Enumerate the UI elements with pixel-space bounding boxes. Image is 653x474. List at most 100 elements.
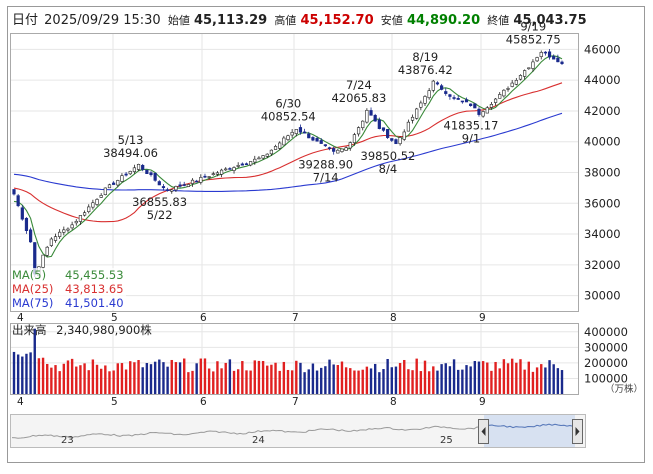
candle-body (219, 169, 224, 175)
volume-bar (469, 366, 472, 394)
volume-bar (515, 362, 518, 394)
month-label: 6 (200, 312, 207, 324)
candle-body (112, 182, 116, 185)
volume-bar (444, 363, 447, 394)
volume-bar (195, 363, 198, 394)
candle-body (45, 246, 49, 256)
navigator-selected-range[interactable] (484, 415, 575, 447)
close-label: 終値 (487, 13, 509, 27)
candle-body (249, 161, 253, 166)
volume-bar (270, 364, 273, 394)
volume-bar (394, 366, 398, 394)
candle-body (261, 155, 265, 159)
volume-bar (535, 367, 539, 394)
ma5-line (13, 55, 563, 258)
candle-body (41, 254, 45, 268)
candle-body (356, 127, 361, 135)
volume-bar (386, 358, 389, 394)
volume-bar (12, 351, 16, 394)
volume-bar (544, 367, 547, 394)
candle-body (361, 120, 365, 129)
navigator-selected-line (485, 423, 574, 429)
candle-body (70, 224, 74, 229)
volume-bar (548, 360, 551, 394)
volume-bar (153, 361, 157, 394)
candle-body (344, 147, 348, 151)
high-value: 45,152.70 (300, 13, 373, 28)
ma5-label: MA(5) (12, 268, 46, 282)
candle-body (215, 172, 220, 175)
volume-bar (303, 372, 306, 394)
candle-body (311, 137, 315, 141)
candle-body (440, 85, 444, 90)
candle-body (95, 199, 99, 205)
volume-bar (523, 369, 526, 394)
candle-body (232, 167, 236, 171)
ma25-label: MA(25) (12, 282, 53, 296)
month-label: 9 (479, 312, 486, 324)
candle-body (456, 98, 460, 100)
volume-bar (332, 364, 335, 394)
candle-body (16, 195, 20, 207)
price-axis: 30000 32000 34000 36000 38000 40000 42000 44000… (584, 42, 621, 302)
volume-bar (166, 366, 169, 394)
volume-month-label: 9 (479, 396, 486, 408)
volume-bar (187, 372, 190, 394)
volume-bar (299, 362, 302, 394)
candles-group (12, 48, 564, 278)
annotation-value: 38494.06 (103, 146, 158, 160)
range-navigator[interactable]: 23 24 25 (10, 414, 586, 448)
volume-bar (556, 368, 560, 394)
navigator-right-handle[interactable] (572, 419, 583, 444)
candle-body (99, 195, 103, 198)
candle-body (20, 207, 24, 220)
candle-body (498, 94, 502, 99)
candle-body (469, 103, 473, 107)
ma25-line-group (13, 82, 563, 223)
volume-bar (552, 364, 555, 394)
volume-bar (224, 362, 227, 394)
candle-body (240, 163, 244, 166)
volume-bar (33, 328, 36, 394)
candle-body (323, 144, 327, 147)
candle-body (273, 146, 278, 150)
candle-body (153, 172, 157, 181)
volume-bar (340, 361, 344, 394)
volume-bar (427, 371, 431, 394)
candle-body (290, 131, 294, 136)
volume-unit: （万株） (605, 383, 643, 395)
navigator-left-handle[interactable] (478, 419, 489, 444)
candle-body (506, 88, 510, 90)
volume-bar (510, 358, 514, 394)
volume-bar (145, 363, 149, 394)
candle-body (518, 75, 523, 80)
volume-bar (70, 358, 74, 394)
candle-body (149, 172, 153, 176)
candle-body (460, 100, 464, 103)
volume-bar (62, 363, 66, 394)
volume-bar (440, 364, 443, 394)
annotation-date: 8/4 (379, 162, 398, 176)
candle-body (66, 228, 70, 231)
candle-body (560, 61, 564, 64)
volume-bar (448, 366, 452, 394)
volume-bar (133, 362, 136, 394)
candle-body (58, 231, 62, 237)
ma-legend-bg (11, 268, 126, 310)
volume-bar (432, 366, 435, 394)
volume-bar (286, 369, 290, 394)
price-tick-label: 32000 (584, 258, 621, 272)
volume-bar (407, 369, 410, 394)
candle-body (481, 111, 485, 117)
low-value: 44,890.20 (407, 13, 480, 28)
candle-body (452, 97, 456, 99)
volume-label: 出来高 (12, 323, 47, 337)
volume-bar (282, 361, 286, 394)
candle-body (352, 134, 357, 144)
candle-body (107, 184, 112, 189)
candle-body (87, 206, 91, 213)
candle-body (477, 108, 481, 115)
svg-text:日付 2025/09/29 15:30: 日付 2025/09/29 15:30 始値 45,113.29 高値 45,1… (12, 13, 587, 28)
